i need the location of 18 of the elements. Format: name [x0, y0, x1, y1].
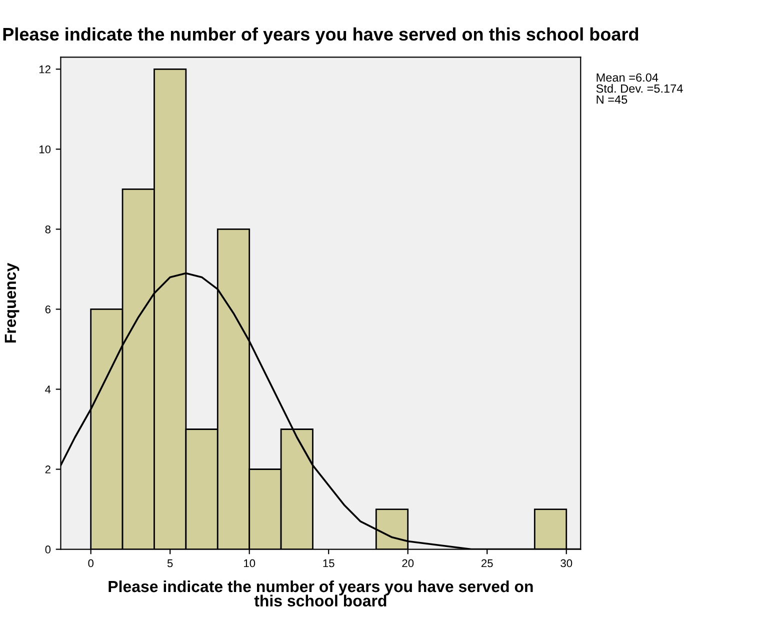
y-tick-label: 10 — [39, 145, 51, 154]
x-tick-label: 15 — [323, 559, 334, 568]
y-tick-label: 2 — [45, 466, 50, 474]
y-axis-title: Frequency — [4, 262, 20, 343]
x-axis-title: Please indicate the number of years you have served on this school board — [108, 580, 533, 607]
y-tick-label: 0 — [45, 546, 51, 554]
y-tick-label: 12 — [39, 65, 50, 74]
x-tick-label: 20 — [402, 559, 414, 568]
text: Mean =6.04 Std. Dev. =5.174 N =45 — [596, 73, 683, 104]
x-tick-label: 10 — [244, 559, 256, 568]
y-tick-label: 6 — [45, 305, 51, 314]
y-tick-label: 8 — [45, 225, 51, 234]
x-tick-label: 30 — [560, 559, 572, 568]
x-tick-label: 25 — [481, 559, 493, 568]
x-tick-label: 5 — [167, 559, 173, 568]
x-tick-label: 0 — [88, 559, 94, 568]
chart-title: Please indicate the number of years you have served on this school board — [3, 27, 638, 44]
y-tick-label: 4 — [45, 386, 51, 394]
